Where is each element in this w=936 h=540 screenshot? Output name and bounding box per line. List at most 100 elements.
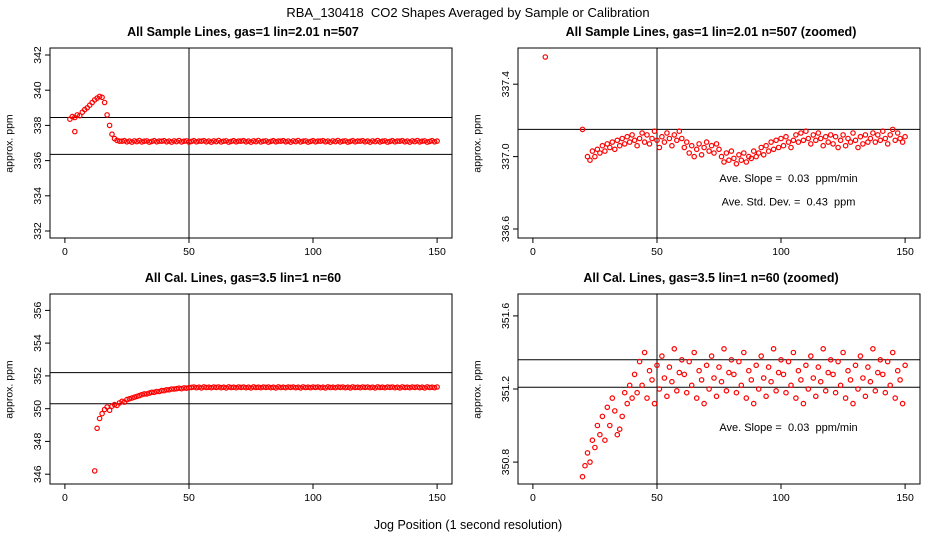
data-point (639, 382, 645, 389)
x-tick-label: 50 (651, 492, 663, 504)
data-point (602, 148, 608, 154)
data-point (429, 384, 435, 391)
data-point (369, 384, 376, 391)
data-point (837, 382, 844, 389)
data-point (392, 139, 398, 145)
data-point (406, 384, 413, 391)
data-point (686, 358, 693, 365)
annotation-text: Ave. Slope = 0.03 ppm/min (719, 173, 857, 185)
data-point (616, 142, 623, 149)
data-point (713, 141, 720, 147)
data-point (258, 384, 264, 391)
data-point (394, 384, 401, 391)
data-point (683, 139, 690, 145)
data-point (884, 141, 891, 147)
data-point (815, 130, 822, 136)
x-tick-label: 50 (183, 246, 195, 258)
data-point (827, 357, 834, 363)
data-point (364, 384, 371, 390)
data-point (196, 384, 202, 391)
data-point (602, 437, 608, 444)
data-point (218, 384, 225, 391)
data-point (892, 137, 899, 144)
data-point (711, 150, 717, 156)
data-point (867, 135, 874, 142)
data-point (889, 349, 896, 356)
data-point (664, 393, 670, 400)
data-point (698, 377, 705, 383)
data-point (614, 431, 621, 438)
data-point (382, 384, 388, 391)
y-tick-label: 354 (32, 334, 44, 352)
data-point (235, 138, 242, 144)
data-point (795, 367, 802, 374)
x-tick-label: 100 (772, 246, 790, 258)
data-point (817, 135, 824, 142)
scatter-plot: 0 50 100 150 346 348 350 352 354 356 (32, 293, 453, 504)
data-point (72, 128, 78, 135)
data-point (656, 386, 663, 392)
data-point (634, 142, 640, 149)
data-point (263, 384, 269, 391)
data-point (243, 139, 249, 145)
data-point (151, 389, 158, 396)
data-point (287, 384, 294, 391)
data-point (889, 126, 896, 133)
data-point (894, 130, 901, 136)
data-point (845, 367, 851, 374)
data-point (148, 138, 155, 145)
data-point (621, 389, 628, 396)
data-point (691, 349, 698, 356)
data-point (629, 395, 635, 401)
data-point (872, 388, 879, 394)
data-point (178, 385, 185, 392)
data-point (718, 153, 725, 160)
y-tick-label: 351.6 (500, 303, 512, 329)
data-point (156, 388, 163, 395)
data-point (349, 384, 356, 390)
data-point (877, 357, 884, 363)
data-point (322, 139, 329, 145)
data-point (354, 384, 361, 391)
data-point (181, 138, 187, 145)
data-point (681, 144, 688, 151)
panel-cal-all: All Cal. Lines, gas=3.5 lin=1 n=60 appro… (0, 270, 468, 516)
data-point (897, 377, 903, 383)
data-point (887, 382, 894, 389)
data-point (114, 137, 120, 144)
y-tick-label: 350.8 (500, 449, 512, 475)
data-point (409, 138, 416, 144)
data-point (874, 369, 881, 376)
data-point (282, 384, 289, 391)
data-point (736, 152, 742, 158)
data-point (188, 384, 195, 391)
plot-box (517, 47, 921, 239)
data-point (820, 142, 827, 149)
y-tick-label: 336 (32, 152, 44, 170)
data-point (624, 400, 631, 407)
y-tick-label: 356 (32, 301, 44, 319)
y-tick-label: 350 (32, 400, 44, 418)
data-point (681, 371, 688, 378)
data-point (842, 142, 849, 149)
data-point (94, 425, 100, 432)
y-tick-label: 338 (32, 116, 44, 134)
data-point (671, 132, 678, 138)
data-point (96, 415, 103, 422)
data-point (315, 384, 321, 390)
data-point (203, 384, 210, 391)
data-point (676, 369, 683, 376)
data-point (855, 144, 861, 151)
data-point (867, 378, 874, 385)
data-point (703, 362, 710, 369)
data-point (755, 386, 762, 392)
data-point (800, 400, 807, 407)
data-point (874, 132, 881, 138)
data-point (629, 132, 635, 138)
data-point (641, 349, 648, 356)
data-point (297, 139, 304, 145)
data-point (186, 139, 192, 145)
data-point (431, 384, 438, 391)
data-point (902, 133, 908, 140)
data-point (203, 139, 210, 145)
